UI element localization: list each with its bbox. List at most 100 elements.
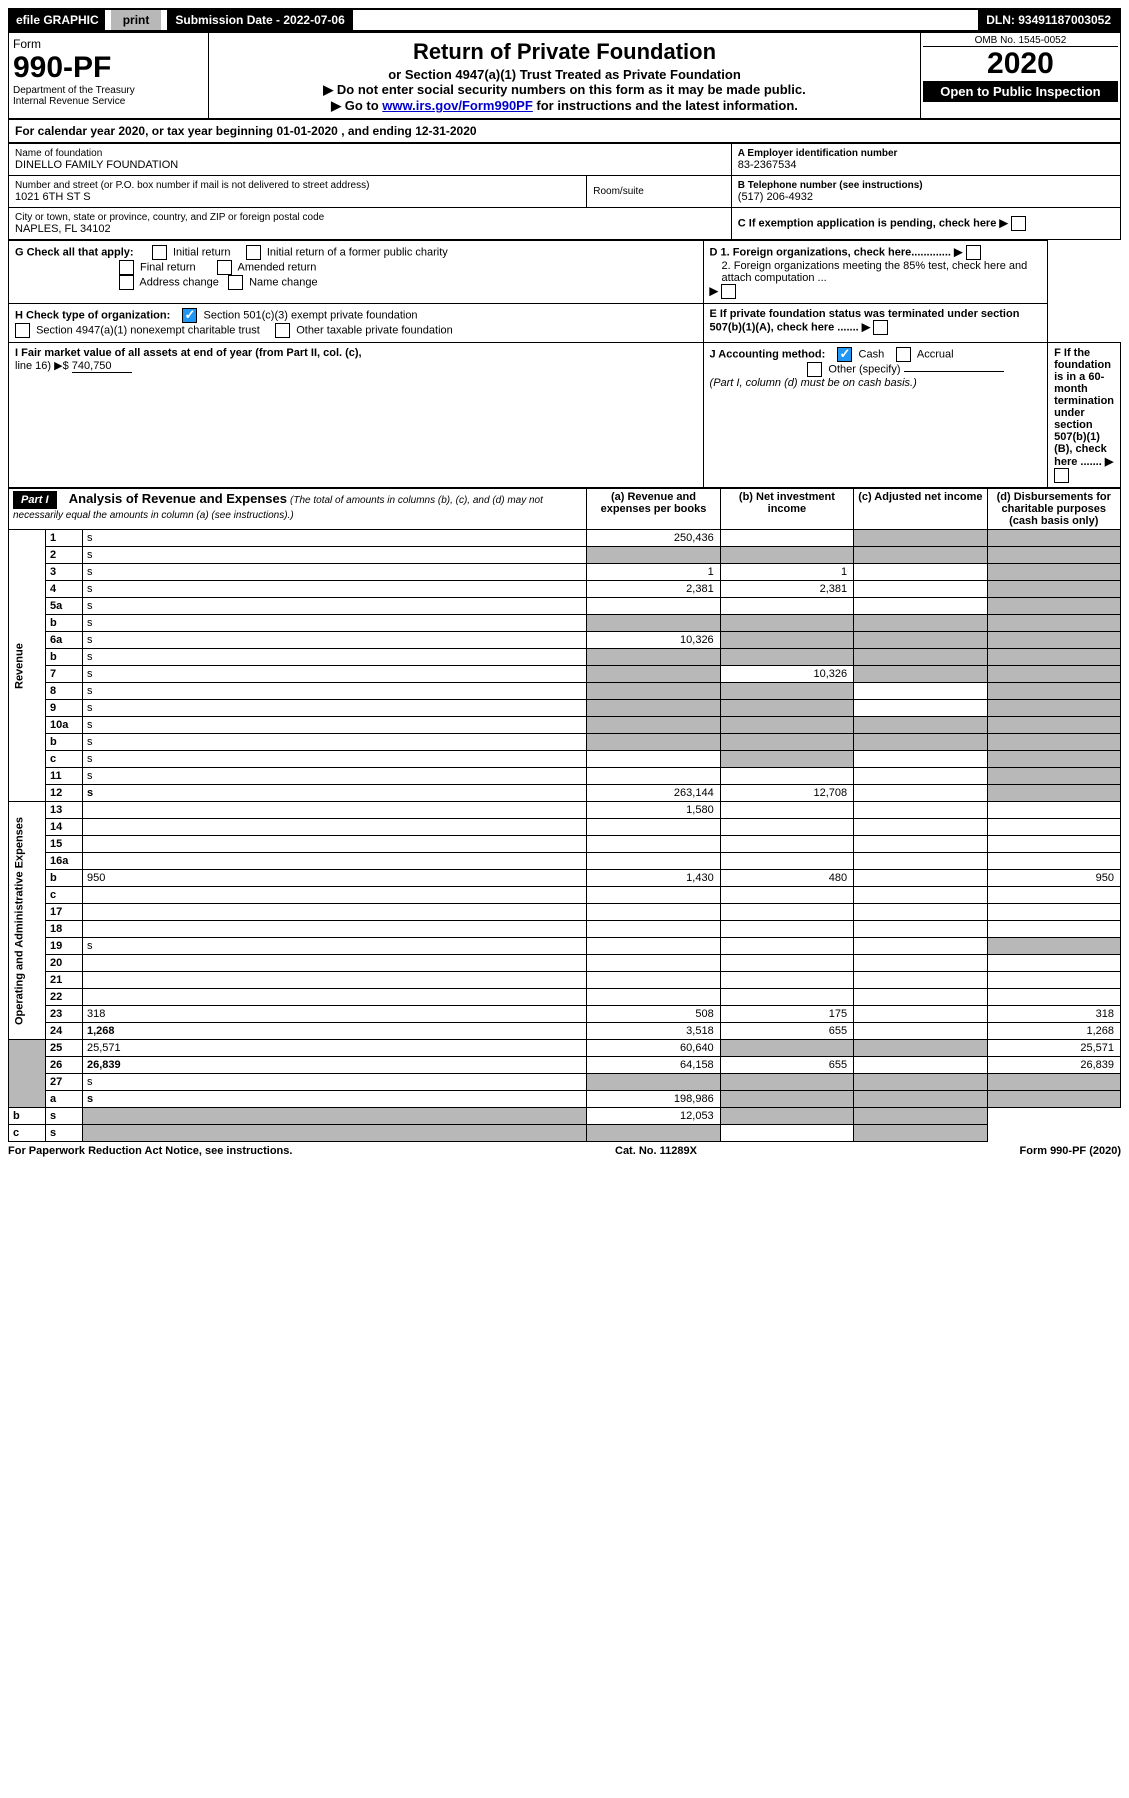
cell-value: 1,268 xyxy=(987,1023,1120,1040)
line-number: 18 xyxy=(46,921,83,938)
line-desc: 1,268 xyxy=(83,1023,587,1040)
cell-shaded xyxy=(987,734,1120,751)
footer-right: Form 990-PF (2020) xyxy=(1020,1145,1122,1157)
line-number: b xyxy=(46,615,83,632)
irs-link[interactable]: www.irs.gov/Form990PF xyxy=(382,98,533,113)
h-501c3-checkbox[interactable] xyxy=(182,308,197,323)
line-number: 3 xyxy=(46,564,83,581)
line-desc: 318 xyxy=(83,1006,587,1023)
line-number: 6a xyxy=(46,632,83,649)
cell-shaded xyxy=(987,700,1120,717)
cell-shaded xyxy=(720,1040,853,1057)
cell-value: 318 xyxy=(987,1006,1120,1023)
h-other-checkbox[interactable] xyxy=(275,323,290,338)
line-desc: 26,839 xyxy=(83,1057,587,1074)
col-a-header: (a) Revenue and expenses per books xyxy=(587,489,720,530)
cell-value xyxy=(587,836,720,853)
line-desc xyxy=(83,904,587,921)
g-final-checkbox[interactable] xyxy=(119,260,134,275)
line-desc: s xyxy=(83,581,587,598)
entity-table: Name of foundation DINELLO FAMILY FOUNDA… xyxy=(8,143,1121,240)
d2-checkbox[interactable] xyxy=(721,284,736,299)
line-number: a xyxy=(46,1091,83,1108)
cell-value xyxy=(854,683,987,700)
line-number: 12 xyxy=(46,785,83,802)
line-number: 13 xyxy=(46,802,83,819)
cell-value xyxy=(854,598,987,615)
line-desc: s xyxy=(83,632,587,649)
cell-value xyxy=(587,904,720,921)
cell-shaded xyxy=(987,615,1120,632)
cell-value xyxy=(854,802,987,819)
cell-value xyxy=(854,972,987,989)
cell-value: 2,381 xyxy=(720,581,853,598)
cell-shaded xyxy=(854,632,987,649)
table-row: cs xyxy=(9,751,1121,768)
h-4947-checkbox[interactable] xyxy=(15,323,30,338)
j-accrual-checkbox[interactable] xyxy=(896,347,911,362)
j-cash: Cash xyxy=(859,348,885,360)
g-name-checkbox[interactable] xyxy=(228,275,243,290)
cell-value xyxy=(854,836,987,853)
cell-shaded xyxy=(587,1074,720,1091)
g-initial-checkbox[interactable] xyxy=(152,245,167,260)
print-button[interactable]: print xyxy=(111,10,162,30)
line-number: b xyxy=(9,1108,46,1125)
c-checkbox[interactable] xyxy=(1011,216,1026,231)
table-row: as198,986 xyxy=(9,1091,1121,1108)
j-cash-checkbox[interactable] xyxy=(837,347,852,362)
cell-value: 480 xyxy=(720,870,853,887)
cell-value: 175 xyxy=(720,1006,853,1023)
cell-value: 12,053 xyxy=(587,1108,720,1125)
table-row: 5as xyxy=(9,598,1121,615)
d1-checkbox[interactable] xyxy=(966,245,981,260)
cell-shaded xyxy=(854,615,987,632)
cell-value: 950 xyxy=(987,870,1120,887)
table-row: 20 xyxy=(9,955,1121,972)
cell-value xyxy=(720,1125,853,1142)
g-address-checkbox[interactable] xyxy=(119,275,134,290)
e-checkbox[interactable] xyxy=(873,320,888,335)
i-fmv-value: 740,750 xyxy=(72,360,132,373)
cell-value: 508 xyxy=(587,1006,720,1023)
c-label: C If exemption application is pending, c… xyxy=(738,217,997,229)
arrow-icon: ▶ xyxy=(862,321,874,333)
cell-value: 1 xyxy=(587,564,720,581)
line-number: 25 xyxy=(46,1040,83,1057)
cell-value: 1,580 xyxy=(587,802,720,819)
efile-label: efile GRAPHIC xyxy=(10,10,105,30)
g-initial-public-checkbox[interactable] xyxy=(246,245,261,260)
cal-text-a: For calendar year 2020, or tax year begi… xyxy=(15,124,276,138)
cell-value xyxy=(587,598,720,615)
cell-value xyxy=(987,904,1120,921)
cell-shaded xyxy=(854,717,987,734)
table-row: 8s xyxy=(9,683,1121,700)
cell-shaded xyxy=(587,666,720,683)
table-row: 12s263,14412,708 xyxy=(9,785,1121,802)
line-desc xyxy=(83,989,587,1006)
cell-value xyxy=(987,955,1120,972)
g-amended-checkbox[interactable] xyxy=(217,260,232,275)
cell-value xyxy=(854,938,987,955)
g-opt-initial-public: Initial return of a former public charit… xyxy=(267,246,448,258)
line-number: 8 xyxy=(46,683,83,700)
line-desc: s xyxy=(83,700,587,717)
line-number: 26 xyxy=(46,1057,83,1074)
cell-value xyxy=(720,938,853,955)
table-row: bs xyxy=(9,615,1121,632)
f-checkbox[interactable] xyxy=(1054,468,1069,483)
phone-value: (517) 206-4932 xyxy=(738,191,1114,203)
cell-shaded xyxy=(720,683,853,700)
cell-shaded xyxy=(854,1091,987,1108)
j-other: Other (specify) xyxy=(828,363,900,375)
cell-value xyxy=(854,904,987,921)
h-opt3: Other taxable private foundation xyxy=(296,324,453,336)
j-other-checkbox[interactable] xyxy=(807,362,822,377)
cell-value xyxy=(720,972,853,989)
cell-shaded xyxy=(987,938,1120,955)
cell-value xyxy=(587,938,720,955)
line-number: 23 xyxy=(46,1006,83,1023)
table-row: 4s2,3812,381 xyxy=(9,581,1121,598)
footer-left: For Paperwork Reduction Act Notice, see … xyxy=(8,1145,292,1157)
addr-label: Number and street (or P.O. box number if… xyxy=(15,180,580,191)
